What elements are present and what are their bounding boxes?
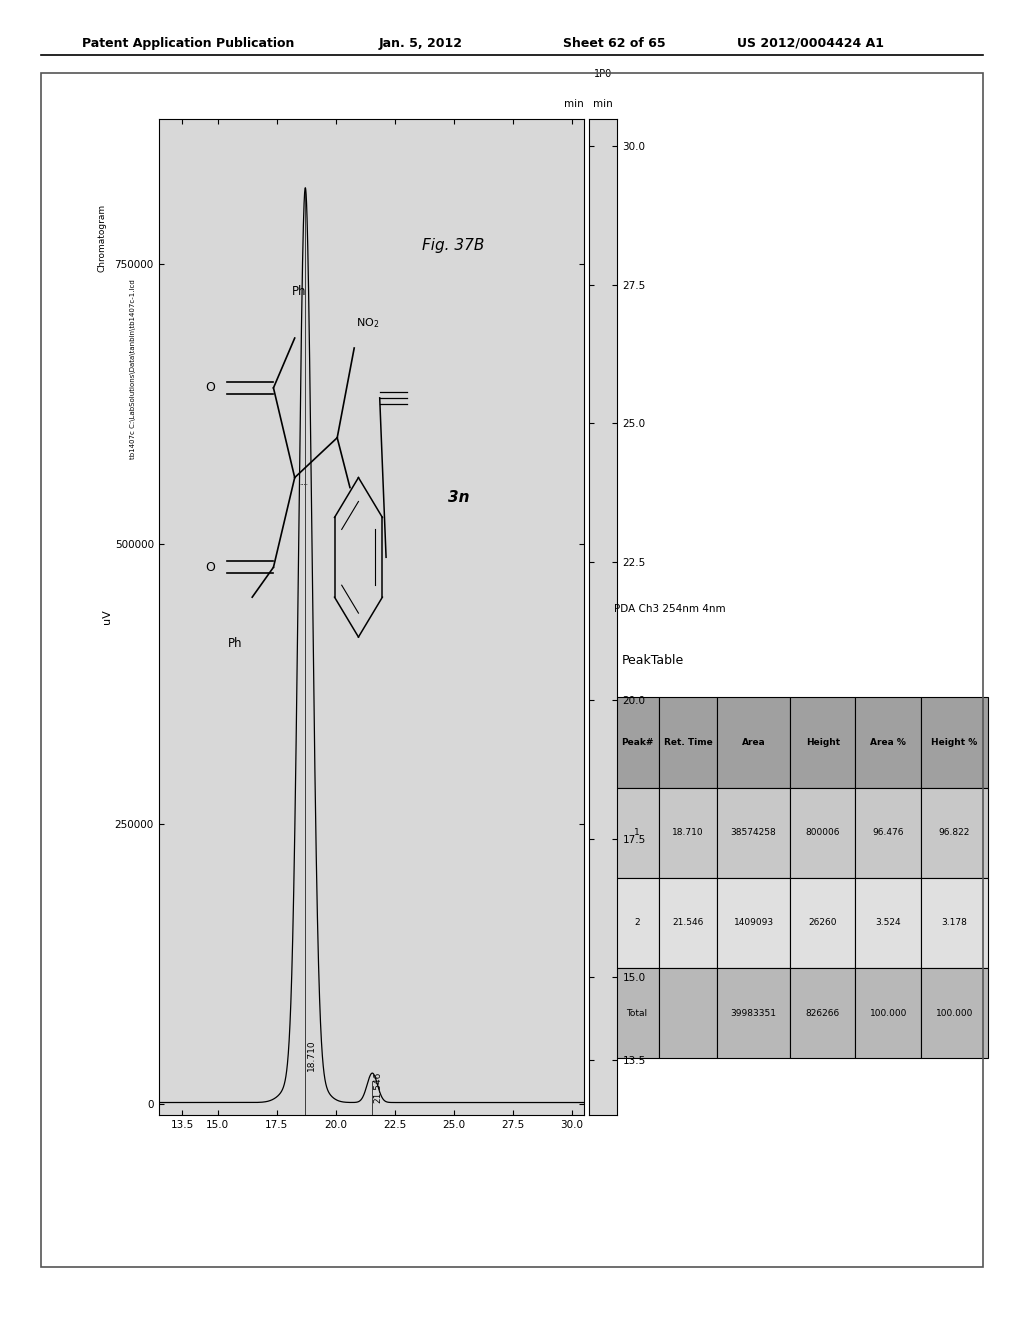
Text: PDA Ch3 254nm 4nm: PDA Ch3 254nm 4nm xyxy=(614,603,726,614)
Bar xyxy=(791,968,855,1059)
Text: Height: Height xyxy=(806,738,840,747)
Bar xyxy=(855,788,921,878)
Text: min: min xyxy=(593,99,613,108)
Text: 18.710: 18.710 xyxy=(307,1039,315,1071)
Text: Ret. Time: Ret. Time xyxy=(664,738,713,747)
Bar xyxy=(659,968,717,1059)
Text: Sheet 62 of 65: Sheet 62 of 65 xyxy=(563,37,666,50)
Bar xyxy=(659,697,717,788)
Bar xyxy=(614,878,659,968)
Bar xyxy=(921,878,988,968)
Text: tb1407c C:\LabSolutions\Data\tanbin\tb1407c-1.lcd: tb1407c C:\LabSolutions\Data\tanbin\tb14… xyxy=(130,280,136,459)
Text: Ph: Ph xyxy=(228,638,243,649)
Text: 100.000: 100.000 xyxy=(869,1008,907,1018)
Bar xyxy=(717,697,791,788)
Text: O: O xyxy=(205,561,215,574)
Text: min: min xyxy=(564,99,584,108)
Bar xyxy=(855,968,921,1059)
Text: NO$_2$: NO$_2$ xyxy=(356,317,380,330)
Bar xyxy=(717,968,791,1059)
Bar xyxy=(717,788,791,878)
Text: 96.476: 96.476 xyxy=(872,828,904,837)
Bar xyxy=(791,878,855,968)
Y-axis label: uV: uV xyxy=(101,610,112,624)
Text: Chromatogram: Chromatogram xyxy=(98,203,106,272)
Bar xyxy=(791,788,855,878)
Text: Jan. 5, 2012: Jan. 5, 2012 xyxy=(379,37,463,50)
Bar xyxy=(614,788,659,878)
Text: Height %: Height % xyxy=(932,738,978,747)
Text: 38574258: 38574258 xyxy=(731,828,776,837)
Text: 3n: 3n xyxy=(447,490,469,506)
Text: 39983351: 39983351 xyxy=(731,1008,776,1018)
Text: Patent Application Publication: Patent Application Publication xyxy=(82,37,294,50)
Text: 18.710: 18.710 xyxy=(673,828,705,837)
Bar xyxy=(659,788,717,878)
Text: Total: Total xyxy=(627,1008,647,1018)
Text: 800006: 800006 xyxy=(806,828,840,837)
Text: O: O xyxy=(205,381,215,395)
Text: Peak#: Peak# xyxy=(621,738,653,747)
Text: 1P0: 1P0 xyxy=(594,69,612,79)
Bar xyxy=(717,878,791,968)
Bar xyxy=(614,968,659,1059)
Text: 26260: 26260 xyxy=(809,919,837,928)
Text: Ph: Ph xyxy=(292,285,306,298)
Text: 21.546: 21.546 xyxy=(374,1072,383,1104)
Text: 1409093: 1409093 xyxy=(733,919,774,928)
Text: Area %: Area % xyxy=(870,738,906,747)
Bar xyxy=(855,697,921,788)
Bar xyxy=(614,697,659,788)
Text: 96.822: 96.822 xyxy=(939,828,970,837)
Text: Area: Area xyxy=(741,738,766,747)
Text: 2: 2 xyxy=(634,919,640,928)
Text: 1: 1 xyxy=(634,828,640,837)
Bar xyxy=(659,878,717,968)
Bar xyxy=(921,697,988,788)
Bar xyxy=(921,968,988,1059)
Text: 3.178: 3.178 xyxy=(942,919,968,928)
Bar xyxy=(855,878,921,968)
Text: 826266: 826266 xyxy=(806,1008,840,1018)
Text: 3.524: 3.524 xyxy=(876,919,901,928)
Text: 1P0: 1P0 xyxy=(592,129,610,139)
Text: Fig. 37B: Fig. 37B xyxy=(422,239,484,253)
Text: 21.546: 21.546 xyxy=(673,919,703,928)
Text: PeakTable: PeakTable xyxy=(622,655,684,668)
Text: ....: .... xyxy=(299,479,308,486)
Text: 100.000: 100.000 xyxy=(936,1008,973,1018)
Bar xyxy=(921,788,988,878)
Text: US 2012/0004424 A1: US 2012/0004424 A1 xyxy=(737,37,885,50)
Bar xyxy=(791,697,855,788)
